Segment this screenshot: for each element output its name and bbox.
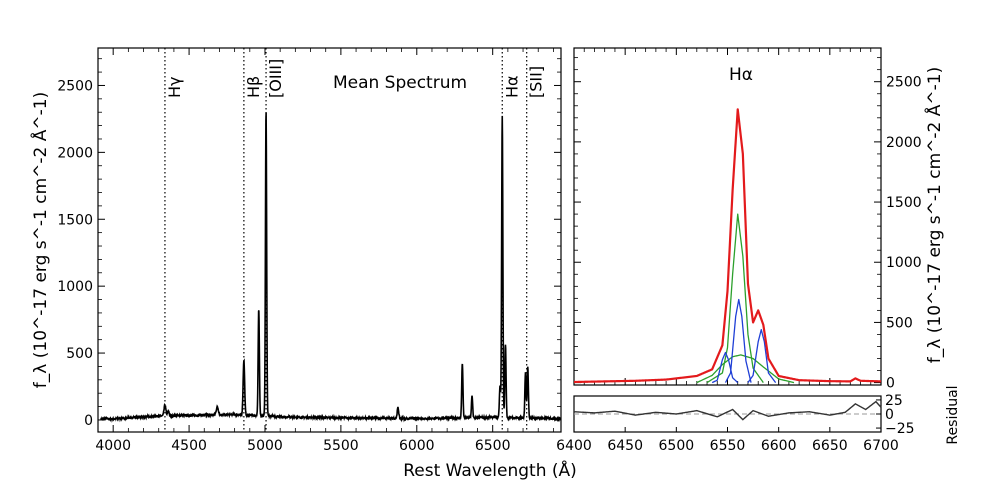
mean-y-tick-label: 0 bbox=[84, 413, 93, 429]
mean-spectrum-panel: 4000 4500 5000 5500 6000 6500 0 500 1000 1500 2000… bbox=[57, 47, 562, 454]
line-marker-label: Hγ bbox=[165, 77, 184, 99]
mean-x-tick-label: 4000 bbox=[95, 438, 131, 454]
halpha-axes-frame bbox=[573, 47, 882, 386]
halpha-y-tick-label: 500 bbox=[886, 315, 913, 331]
line-marker-label: [SII] bbox=[527, 66, 546, 98]
halpha-series-narrow-h- bbox=[706, 213, 764, 384]
mean-y-tick-label: 1000 bbox=[57, 279, 93, 295]
mean-x-tick-label: 6000 bbox=[399, 438, 435, 454]
residual-y-tick-label: 25 bbox=[885, 393, 903, 409]
residual-line bbox=[573, 400, 882, 421]
halpha-series-total-model bbox=[573, 108, 882, 384]
halpha-panel: 0 500 1000 1500 2000 2500 Hα bbox=[573, 47, 922, 392]
halpha-series--nii-6584 bbox=[747, 328, 777, 383]
right-y-axis-label: f_λ (10^-17 erg s^-1 cm^-2 Å^-1) bbox=[923, 67, 945, 363]
residual-y-tick-label: −25 bbox=[885, 421, 915, 437]
residual-x-tick-label: 6550 bbox=[710, 438, 746, 454]
line-marker-label: Hβ bbox=[244, 76, 263, 98]
mean-y-tick-label: 2000 bbox=[57, 145, 93, 161]
left-y-axis-label: f_λ (10^-17 erg s^-1 cm^-2 Å^-1) bbox=[29, 92, 51, 388]
line-marker-label: [OIII] bbox=[266, 59, 285, 98]
halpha-y-tick-label: 1500 bbox=[886, 195, 922, 211]
mean-spectrum-title: Mean Spectrum bbox=[333, 73, 467, 93]
mean-spectrum-axes-frame bbox=[97, 47, 562, 433]
mean-y-tick-label: 500 bbox=[66, 346, 93, 362]
residual-y-tick-label: 0 bbox=[885, 407, 894, 423]
mean-y-tick-label: 1500 bbox=[57, 212, 93, 228]
halpha-y-tick-label: 2000 bbox=[886, 135, 922, 151]
residual-x-tick-label: 6500 bbox=[659, 438, 695, 454]
residual-x-tick-label: 6600 bbox=[761, 438, 797, 454]
halpha-series-h-narrow-core bbox=[724, 298, 752, 383]
halpha-series--nii-6548 bbox=[711, 351, 739, 384]
mean-y-tick-label: 2500 bbox=[57, 78, 93, 94]
residual-x-tick-label: 6450 bbox=[607, 438, 643, 454]
x-axis-label: Rest Wavelength (Å) bbox=[403, 459, 577, 481]
residual-x-tick-label: 6700 bbox=[863, 438, 899, 454]
residual-y-axis-label: Residual bbox=[945, 385, 961, 444]
halpha-y-tick-label: 1000 bbox=[886, 255, 922, 271]
line-marker-label: Hα bbox=[502, 75, 521, 98]
halpha-title: Hα bbox=[729, 65, 753, 85]
mean-x-tick-label: 5500 bbox=[323, 438, 359, 454]
residual-panel: 6400 6450 6500 6550 6600 6650 6700 250−25 bbox=[556, 393, 914, 454]
halpha-y-tick-label: 0 bbox=[886, 376, 895, 392]
mean-x-tick-label: 4500 bbox=[171, 438, 207, 454]
mean-x-tick-label: 6500 bbox=[475, 438, 511, 454]
residual-x-tick-label: 6400 bbox=[556, 438, 592, 454]
mean-spectrum-line bbox=[100, 112, 562, 423]
halpha-y-tick-label: 2500 bbox=[886, 75, 922, 91]
mean-x-tick-label: 5000 bbox=[247, 438, 283, 454]
residual-x-tick-label: 6650 bbox=[812, 438, 848, 454]
